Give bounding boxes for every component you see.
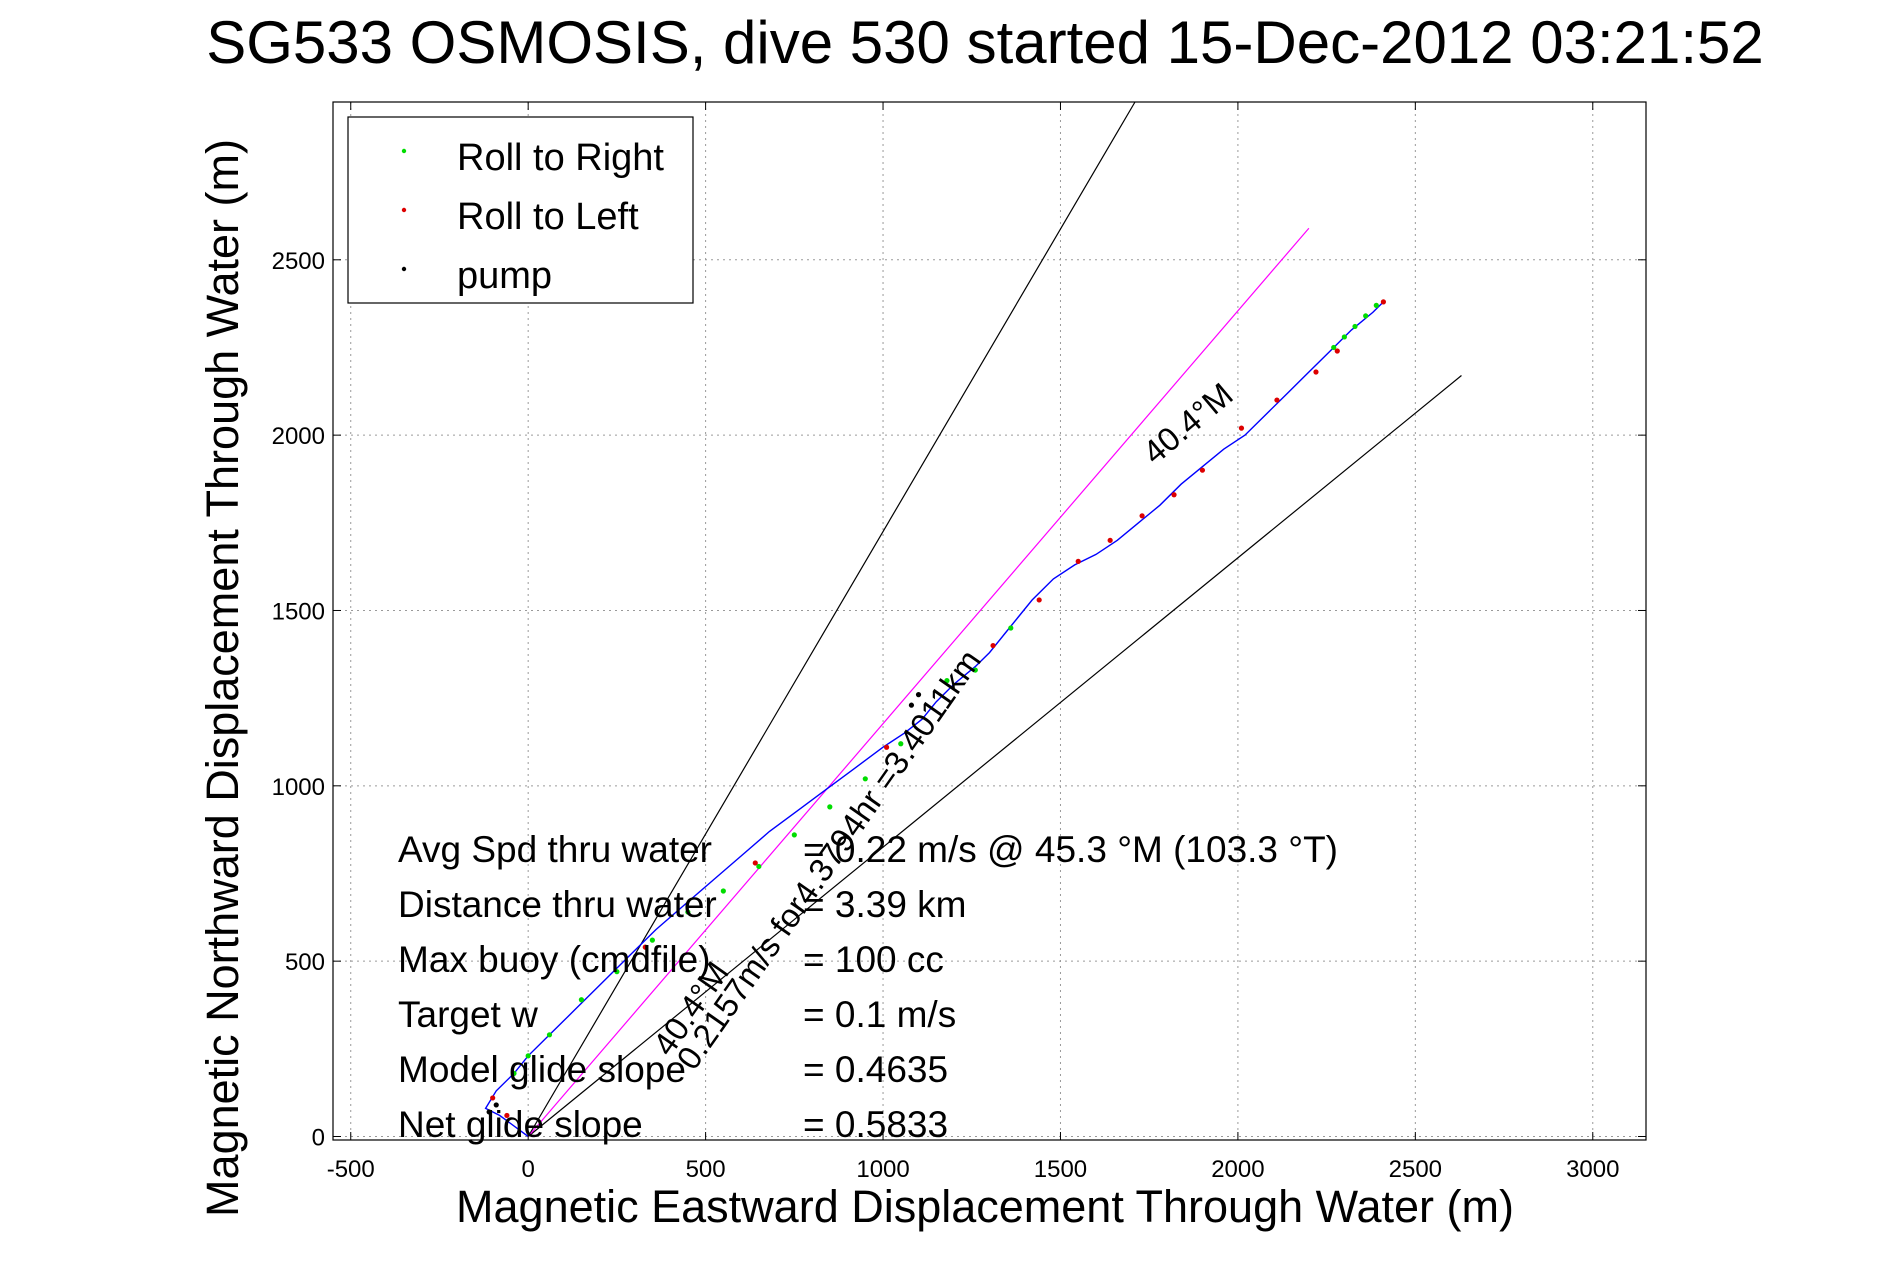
x-tick-label: 2500 <box>1389 1156 1442 1183</box>
y-tick-label: 500 <box>285 949 325 976</box>
y-tick-label: 2000 <box>272 423 325 450</box>
roll-right-point <box>1363 313 1369 319</box>
roll-left-point <box>1075 558 1081 564</box>
roll-left-point <box>642 944 648 950</box>
roll-right-point <box>1373 302 1379 308</box>
roll-right-point <box>1341 334 1347 340</box>
stats-block: Avg Spd thru water = 0.22 m/s @ 45.3 °M … <box>398 829 1338 1145</box>
roll-left-point <box>1036 597 1042 603</box>
stat-value-distance: = 3.39 km <box>803 884 967 925</box>
legend-marker-pump <box>401 266 407 272</box>
y-tick-label: 1000 <box>272 774 325 801</box>
heading-cone-line <box>527 101 1136 1137</box>
roll-right-point <box>546 1032 553 1038</box>
roll-right-point <box>578 997 585 1003</box>
heading-cone-line <box>527 375 1462 1137</box>
grid <box>333 102 1646 1140</box>
legend-label-roll-left: Roll to Left <box>457 196 639 238</box>
x-tick-label: -500 <box>327 1156 375 1183</box>
stat-label-avg-speed: Avg Spd thru water <box>398 829 712 870</box>
y-tick-label: 2500 <box>272 248 325 275</box>
legend-marker-roll-left <box>401 207 407 213</box>
roll-right-point <box>720 888 726 894</box>
track-line <box>484 301 1384 1138</box>
stat-label-net-glide: Net glide slope <box>398 1104 643 1145</box>
roll-left-point <box>1334 348 1340 354</box>
roll-right-point <box>972 667 978 673</box>
roll-right-point <box>1352 323 1358 330</box>
roll-left-point <box>490 1095 496 1101</box>
heading-line <box>527 227 1310 1137</box>
chart-title: SG533 OSMOSIS, dive 530 started 15-Dec-2… <box>206 9 1764 76</box>
roll-left-point <box>1199 467 1206 473</box>
y-axis-label: Magnetic Northward Displacement Through … <box>197 139 248 1217</box>
roll-right-point <box>944 678 950 684</box>
roll-left-point <box>1313 369 1319 375</box>
stat-value-max-buoy: = 100 cc <box>803 939 944 980</box>
x-tick-label: 1500 <box>1034 1156 1087 1183</box>
x-tick-label: 2000 <box>1211 1156 1264 1183</box>
stat-value-avg-speed: = 0.22 m/s @ 45.3 °M (103.3 °T) <box>803 829 1338 870</box>
axis-ticks: -500 0 500 1000 1500 2000 2500 3000050010001500… <box>272 102 1646 1183</box>
roll-left-point <box>752 860 758 866</box>
roll-right-point <box>756 863 762 870</box>
roll-right-point <box>1008 625 1014 631</box>
roll-right-point <box>614 969 620 975</box>
roll-left-point <box>883 744 890 750</box>
pump-point <box>486 1109 492 1115</box>
stat-value-target-w: = 0.1 m/s <box>803 994 956 1035</box>
roll-right-point <box>1331 344 1337 351</box>
stat-value-net-glide: = 0.5833 <box>803 1104 948 1145</box>
legend-box <box>347 116 694 304</box>
dive-track <box>484 301 1384 1138</box>
roll-right-point <box>862 776 868 782</box>
roll-left-point <box>990 642 996 649</box>
roll-right-point <box>791 832 797 838</box>
roll-right-point <box>685 909 691 915</box>
roll-right-point <box>511 1070 517 1076</box>
roll-left-point <box>504 1112 510 1119</box>
legend-label-pump: pump <box>457 255 552 297</box>
roll-left-point <box>1171 492 1177 498</box>
roll-right-point <box>827 804 833 810</box>
roll-left-point <box>1107 537 1113 543</box>
roll-right-point <box>898 741 904 747</box>
stat-label-max-buoy: Max buoy (cmdfile) <box>398 939 711 980</box>
roll-left-point <box>1238 425 1245 431</box>
roll-left-point <box>1380 299 1386 305</box>
legend-marker-roll-right <box>401 148 407 154</box>
legend: Roll to Right Roll to Left pump <box>347 116 694 304</box>
roll-right-point <box>649 937 655 943</box>
pump-point <box>908 702 915 708</box>
roll-left-point <box>1274 397 1280 403</box>
pump-point <box>493 1102 499 1108</box>
stat-value-model-glide: = 0.4635 <box>803 1049 948 1090</box>
x-tick-label: 3000 <box>1566 1156 1619 1183</box>
y-tick-label: 1500 <box>272 598 325 625</box>
stat-label-distance: Distance thru water <box>398 884 717 925</box>
legend-label-roll-right: Roll to Right <box>457 137 664 179</box>
x-tick-label: 1000 <box>856 1156 909 1183</box>
reference-lines <box>527 101 1462 1137</box>
stat-label-target-w: Target w <box>398 994 538 1035</box>
pump-point <box>915 692 922 698</box>
plot-frame <box>332 101 1647 1141</box>
stat-label-model-glide: Model glide slope <box>398 1049 686 1090</box>
roll-left-point <box>1139 513 1145 519</box>
y-tick-label: 0 <box>312 1124 325 1151</box>
data-points <box>486 299 1386 1119</box>
roll-right-point <box>525 1053 531 1059</box>
x-tick-label: 500 <box>686 1156 726 1183</box>
x-tick-label: 0 <box>521 1156 534 1183</box>
x-axis-label: Magnetic Eastward Displacement Through W… <box>456 1181 1514 1232</box>
